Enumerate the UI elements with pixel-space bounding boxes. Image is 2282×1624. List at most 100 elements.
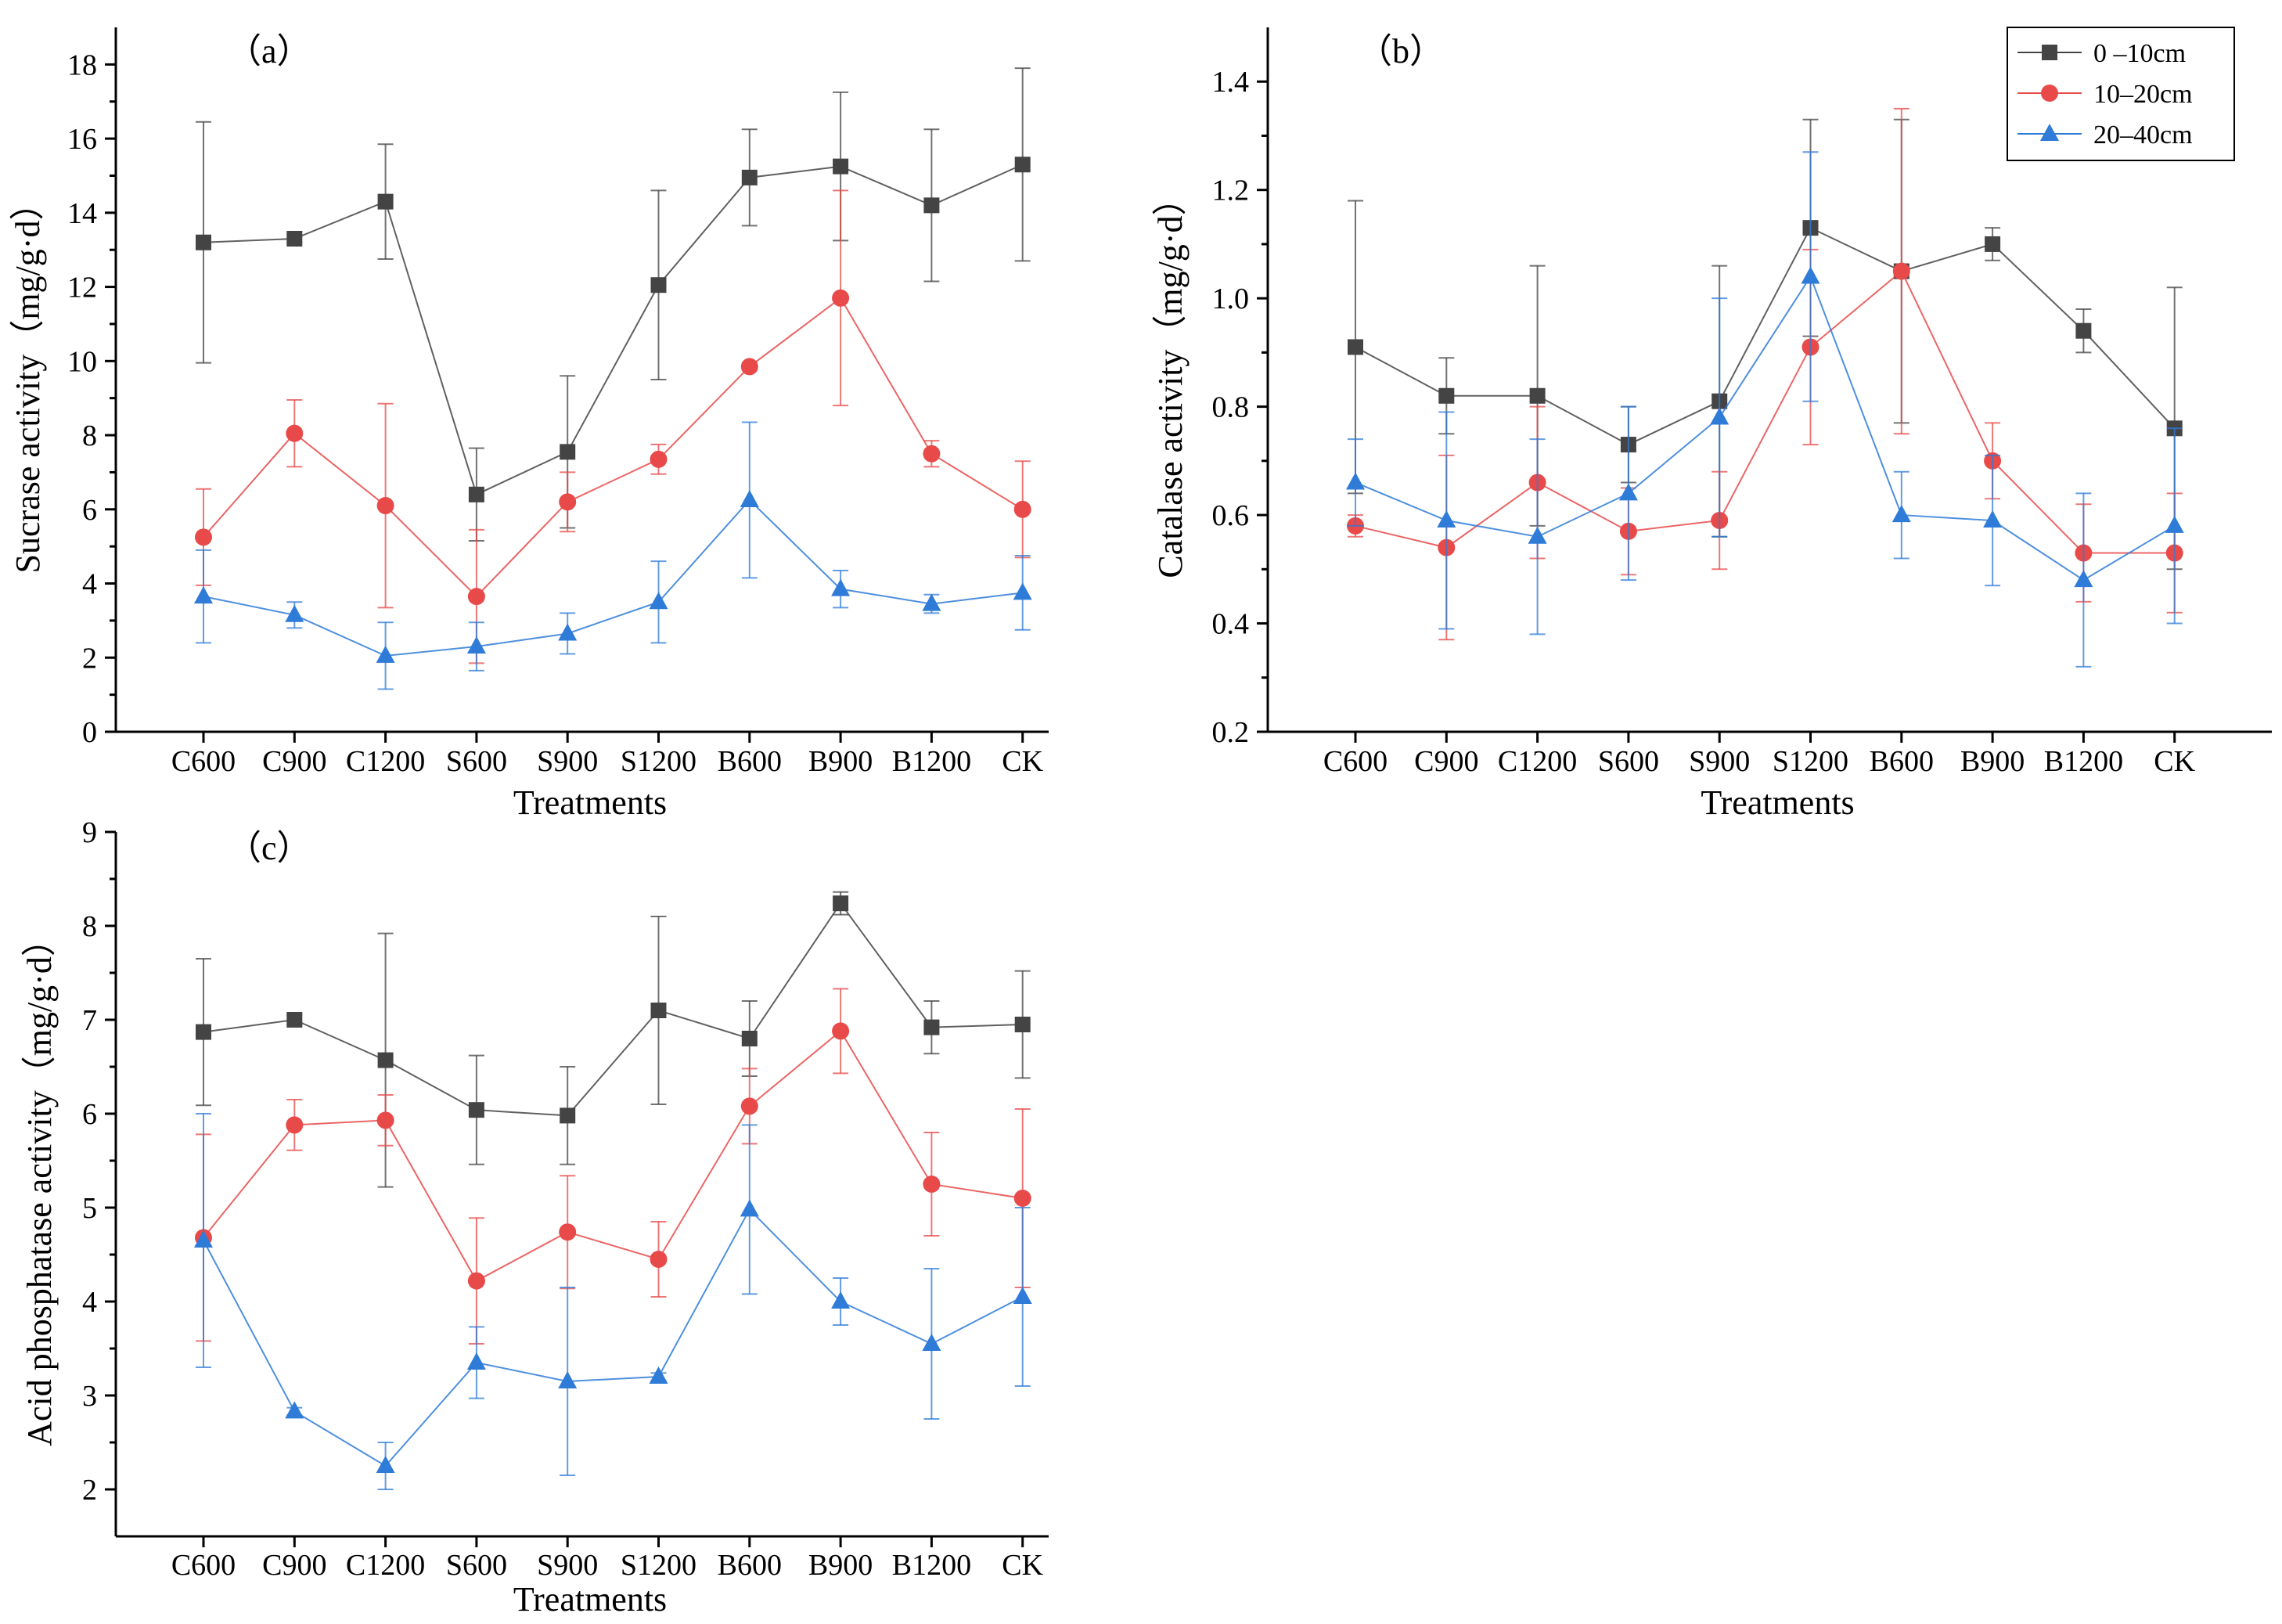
legend-marker-circle [2041,85,2058,102]
data-point-triangle [194,1230,213,1248]
data-point-circle [740,1097,758,1115]
x-tick-label: C600 [1323,745,1388,778]
data-point-square [286,231,303,247]
data-point-triangle [285,604,304,622]
data-point-circle [376,1111,394,1129]
y-axis-title: Acid phosphatase activity（mg/g·d） [20,922,59,1446]
series-line [1355,275,2176,582]
data-point-square [1529,387,1546,404]
data-point-circle [740,358,758,376]
x-tick-label: CK [2154,745,2195,778]
y-tick-label: 1.0 [1212,283,1250,315]
x-tick-label: B900 [1960,745,2025,778]
data-point-square [196,1024,211,1040]
data-point-square [468,1102,484,1118]
y-tick-label: 3 [82,1380,97,1413]
y-tick-label: 0.4 [1212,608,1250,641]
data-point-triangle [1983,510,2003,528]
series-1 [1347,107,2183,641]
data-point-triangle [558,1371,578,1388]
series-2 [194,1113,1032,1490]
data-point-circle [286,1116,304,1134]
y-tick-label: 16 [67,123,97,156]
data-point-triangle [1013,582,1032,600]
data-point-triangle [376,1456,395,1473]
data-point-circle [923,445,941,463]
x-tick-label: S600 [1598,745,1659,778]
data-point-circle [559,493,577,511]
data-point-triangle [1013,1287,1032,1304]
x-tick-label: S600 [446,1549,507,1582]
data-point-circle [1892,262,1910,280]
x-tick-label: C600 [171,745,236,778]
series-line [203,1208,1024,1467]
data-point-square [560,1107,576,1124]
data-point-square [833,895,849,912]
data-point-square [468,486,484,502]
data-point-triangle [285,1401,304,1419]
x-tick-label: S1200 [621,1549,696,1582]
data-point-square [286,1012,303,1028]
data-point-square [2075,322,2092,339]
x-axis-title: Treatments [1701,783,1854,822]
data-point-triangle [1437,510,1456,528]
legend-label: 0 –10cm [2093,39,2186,68]
x-tick-label: C900 [262,1549,326,1582]
data-point-triangle [649,1367,668,1384]
y-tick-label: 5 [82,1192,97,1225]
x-tick-label: B900 [808,1549,873,1582]
y-tick-label: 0.8 [1212,391,1250,424]
y-tick-label: 8 [82,910,97,943]
data-point-square [1438,387,1455,404]
x-tick-label: S1200 [621,745,696,778]
data-point-square [741,169,758,185]
data-point-square [923,1019,940,1035]
y-tick-label: 8 [82,420,97,452]
y-tick-label: 0.6 [1212,499,1250,532]
data-point-square [650,277,667,293]
legend-label: 10–20cm [2093,80,2193,109]
y-tick-label: 7 [82,1004,97,1037]
series-line [1355,226,2176,446]
y-axis-title: Sucrase activity（mg/g·d） [9,186,47,574]
data-point-square [560,444,576,460]
panel-label: （a） [227,32,311,70]
x-tick-label: CK [1002,745,1043,778]
x-tick-label: B600 [718,745,782,778]
series-line [203,902,1023,1117]
data-point-triangle [194,586,213,604]
x-tick-label: C900 [262,745,326,778]
data-point-triangle [2165,515,2184,533]
x-tick-label: B1200 [2044,745,2123,778]
data-point-circle [467,1272,485,1290]
x-tick-label: B1200 [892,745,971,778]
series-2 [194,421,1032,690]
series-line [203,499,1023,657]
x-tick-label: S900 [537,745,598,778]
data-point-square [377,193,394,210]
data-point-square [377,1052,394,1068]
y-tick-label: 12 [67,272,97,304]
y-axis-title: Catalase activity（mg/g·d） [1151,181,1190,578]
data-point-triangle [1891,505,1911,523]
data-point-circle [286,424,304,442]
legend-marker-square [2042,45,2057,60]
data-point-triangle [740,1199,759,1217]
data-point-circle [1013,500,1031,518]
series-line [203,164,1024,496]
data-point-circle [559,1223,577,1241]
legend-label: 20–40cm [2093,121,2193,149]
y-tick-label: 1.4 [1212,66,1250,99]
data-point-triangle [649,592,668,610]
series-line [203,1029,1023,1282]
y-tick-label: 2 [82,642,97,675]
x-axis-title: Treatments [513,1580,667,1619]
y-tick-label: 10 [67,345,97,378]
data-point-circle [1013,1190,1031,1207]
x-tick-label: C900 [1414,745,1478,778]
data-point-triangle [831,578,851,596]
data-point-triangle [558,623,578,641]
data-point-square [650,1003,667,1018]
legend: 0 –10cm 10–20cm 20–40cm [2007,27,2235,161]
data-point-triangle [1801,266,1820,284]
